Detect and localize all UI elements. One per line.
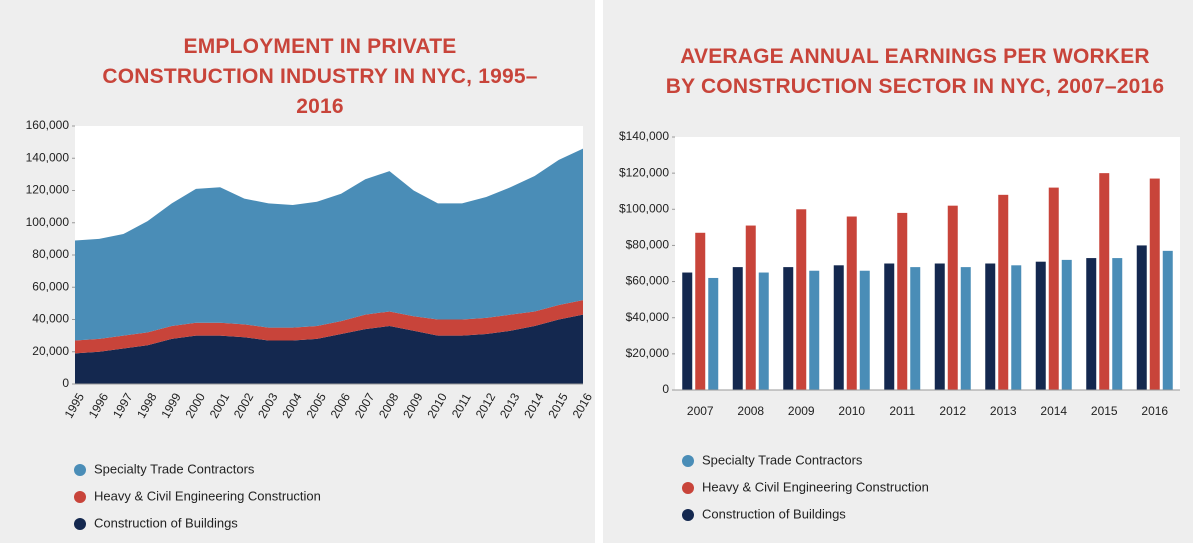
bar [859, 270, 870, 390]
legend-swatch [682, 509, 694, 521]
y-tick-label: $60,000 [626, 274, 670, 288]
y-tick-label: 120,000 [26, 183, 70, 197]
legend-label: Heavy & Civil Engineering Construction [94, 488, 321, 503]
legend-label: Construction of Buildings [94, 515, 238, 530]
y-tick-label: $40,000 [626, 310, 670, 324]
bar [833, 265, 844, 390]
y-tick-label: 0 [662, 382, 669, 396]
x-tick-label: 2016 [1141, 404, 1168, 418]
bar [1162, 250, 1173, 390]
legend-swatch [74, 491, 86, 503]
legend-label: Specialty Trade Contractors [94, 461, 255, 476]
y-tick-label: 40,000 [32, 312, 69, 326]
legend-label: Heavy & Civil Engineering Construction [702, 479, 929, 494]
bar [947, 205, 958, 390]
bar [1086, 258, 1097, 390]
bar [934, 263, 945, 390]
y-tick-label: $140,000 [619, 129, 669, 143]
area [75, 300, 583, 354]
y-tick-label: 0 [62, 376, 69, 390]
area [75, 148, 583, 341]
legend-swatch [682, 482, 694, 494]
bar [846, 216, 857, 390]
bar [1061, 259, 1072, 390]
bar [897, 212, 908, 390]
bar [682, 272, 693, 390]
x-tick-label: 2008 [737, 404, 764, 418]
x-tick-label: 2011 [889, 404, 915, 418]
y-tick-label: 100,000 [26, 215, 70, 229]
bar [732, 267, 743, 390]
bar [1048, 187, 1059, 390]
x-tick-label: 2010 [838, 404, 865, 418]
y-tick-label: 60,000 [32, 279, 69, 293]
y-tick-label: 20,000 [32, 344, 69, 358]
bar [708, 277, 719, 390]
legend-label: Construction of Buildings [702, 506, 846, 521]
bar [1136, 245, 1147, 390]
bar [695, 232, 706, 390]
x-tick-label: 2009 [788, 404, 815, 418]
bar [745, 225, 756, 390]
bar [910, 267, 921, 390]
y-tick-label: $100,000 [619, 201, 669, 215]
y-tick-label: 140,000 [26, 150, 70, 164]
bar [783, 267, 794, 390]
bar [1099, 173, 1110, 390]
bar [985, 263, 996, 390]
area [75, 314, 583, 384]
bar [1035, 261, 1046, 390]
bar [1112, 258, 1123, 390]
chart-title: EMPLOYMENT IN PRIVATE CONSTRUCTION INDUS… [102, 35, 538, 118]
legend-swatch [74, 518, 86, 530]
bar [758, 272, 769, 390]
x-tick-label: 2013 [990, 404, 1017, 418]
legend-label: Specialty Trade Contractors [702, 452, 863, 467]
x-tick-label: 2014 [1040, 404, 1067, 418]
x-tick-label: 2007 [687, 404, 714, 418]
y-tick-label: 160,000 [26, 118, 70, 132]
chart-title: AVERAGE ANNUAL EARNINGS PER WORKER BY CO… [665, 45, 1165, 98]
y-tick-label: $120,000 [619, 165, 669, 179]
bar [998, 194, 1009, 390]
x-tick-label: 2012 [939, 404, 966, 418]
y-tick-label: $20,000 [626, 346, 670, 360]
bar [1149, 178, 1160, 390]
x-tick-label: 2015 [1091, 404, 1118, 418]
y-tick-label: 80,000 [32, 247, 69, 261]
bar [809, 270, 820, 390]
legend-swatch [74, 464, 86, 476]
bar [960, 267, 971, 390]
bar [884, 263, 895, 390]
bar [796, 209, 807, 390]
legend-swatch [682, 455, 694, 467]
bar [1011, 265, 1022, 390]
y-tick-label: $80,000 [626, 238, 670, 252]
